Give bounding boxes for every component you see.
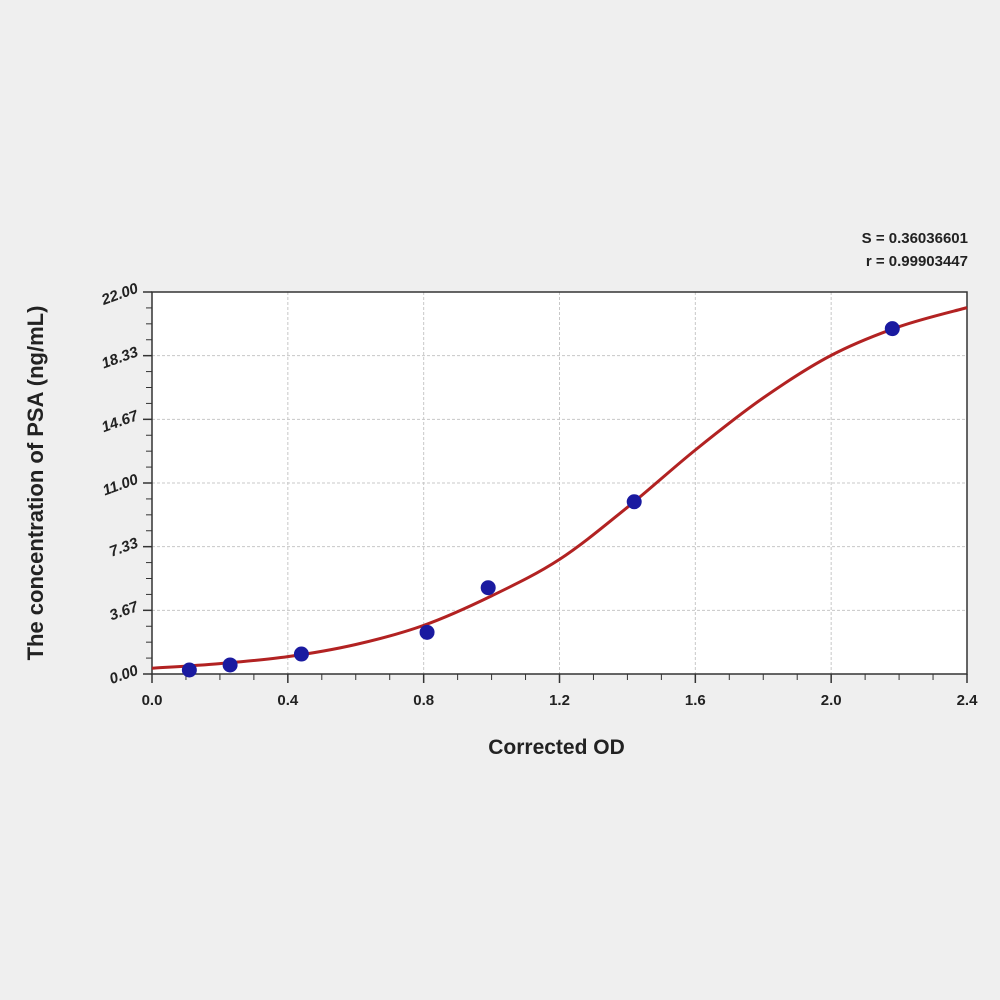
data-point: [480, 580, 496, 596]
fit-curve: [151, 306, 968, 670]
y-tick-label: 18.33: [99, 343, 141, 372]
y-tick-label: 3.67: [107, 598, 141, 624]
x-tick-label: 1.2: [549, 692, 570, 709]
x-tick-label: 1.6: [685, 692, 706, 709]
x-tick-label: 2.0: [821, 692, 842, 709]
s-annotation: S = 0.36036601: [861, 230, 968, 247]
x-tick-label: 2.4: [957, 692, 979, 709]
y-tick-label: 0.00: [107, 662, 141, 688]
y-axis-label: The concentration of PSA (ng/mL): [23, 306, 48, 661]
data-point: [293, 646, 309, 662]
x-tick-label: 0.0: [142, 692, 163, 709]
data-point: [626, 494, 642, 510]
data-point: [222, 657, 238, 673]
data-point: [419, 624, 435, 640]
y-tick-label: 11.00: [100, 471, 141, 500]
x-tick-label: 0.4: [277, 692, 299, 709]
r-annotation: r = 0.99903447: [865, 253, 968, 270]
x-tick-label: 0.8: [413, 692, 434, 709]
x-axis-label: Corrected OD: [488, 736, 625, 759]
y-tick-label: 22.00: [98, 280, 141, 309]
plot-frame: [151, 291, 968, 675]
y-tick-label: 7.33: [107, 534, 141, 560]
y-tick-label: 14.67: [99, 407, 141, 436]
data-point: [181, 662, 197, 678]
data-point: [884, 321, 900, 337]
